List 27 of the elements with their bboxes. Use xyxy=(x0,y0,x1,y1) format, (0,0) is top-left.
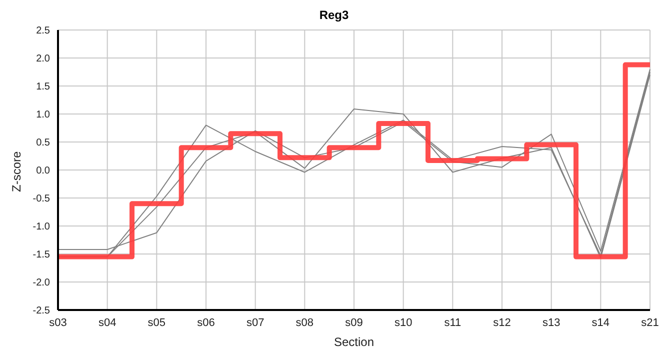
x-tick-label: s07 xyxy=(246,316,264,329)
chart-title: Reg3 xyxy=(318,8,350,24)
x-tick-label: s12 xyxy=(493,316,511,329)
y-tick-label: -1.5 xyxy=(32,250,50,261)
y-tick-label: 2.0 xyxy=(36,54,50,65)
y-axis-title: Z-score xyxy=(9,151,24,192)
y-tick-label: 2.5 xyxy=(36,26,50,37)
y-tick-label: -1.0 xyxy=(32,222,50,233)
y-tick-label: -2.0 xyxy=(32,278,50,289)
x-tick-label: s05 xyxy=(148,316,166,329)
x-tick-label: s03 xyxy=(49,316,67,329)
x-tick-label: s04 xyxy=(98,316,116,329)
x-tick-label: s08 xyxy=(296,316,314,329)
y-tick-label: 0.5 xyxy=(36,138,50,149)
x-tick-label: s06 xyxy=(197,316,215,329)
x-tick-label: s09 xyxy=(345,316,363,329)
y-tick-label: -0.5 xyxy=(32,194,50,205)
x-tick-label: s10 xyxy=(394,316,412,329)
x-tick-label: s13 xyxy=(542,316,560,329)
x-tick-label: s21 xyxy=(641,316,659,329)
y-tick-label: 1.5 xyxy=(36,82,50,93)
x-axis-title: Section xyxy=(334,335,374,349)
y-tick-label: 1.0 xyxy=(36,110,50,121)
y-tick-label: 0.0 xyxy=(36,166,50,177)
y-tick-label: -2.5 xyxy=(32,306,50,317)
x-tick-label: s14 xyxy=(592,316,610,329)
x-tick-label: s11 xyxy=(444,316,462,329)
